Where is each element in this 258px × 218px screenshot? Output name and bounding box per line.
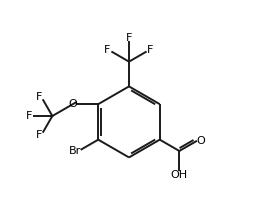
Text: O: O bbox=[196, 136, 205, 146]
Text: F: F bbox=[126, 32, 132, 43]
Text: O: O bbox=[68, 99, 77, 109]
Text: F: F bbox=[147, 45, 154, 55]
Text: F: F bbox=[36, 92, 43, 102]
Text: F: F bbox=[36, 130, 43, 140]
Text: OH: OH bbox=[171, 170, 188, 180]
Text: F: F bbox=[104, 45, 111, 55]
Text: Br: Br bbox=[69, 146, 82, 156]
Text: F: F bbox=[26, 111, 33, 121]
